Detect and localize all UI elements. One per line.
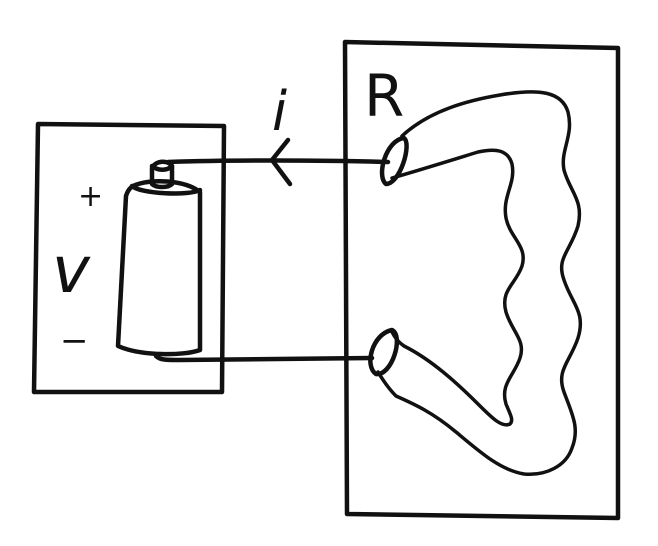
current-arrow-icon xyxy=(269,137,293,187)
minus-sign: − xyxy=(60,321,89,361)
voltage-source-box xyxy=(31,121,227,395)
battery xyxy=(115,159,203,357)
plus-sign: + xyxy=(78,179,103,214)
voltage-source-labels: + − v xyxy=(52,179,103,361)
voltage-label: v xyxy=(52,234,91,308)
top-wire xyxy=(165,137,391,187)
resistor-label: R xyxy=(364,62,404,130)
resistor-element xyxy=(368,90,583,476)
current-label: i xyxy=(272,80,287,143)
bottom-wire xyxy=(153,353,375,363)
